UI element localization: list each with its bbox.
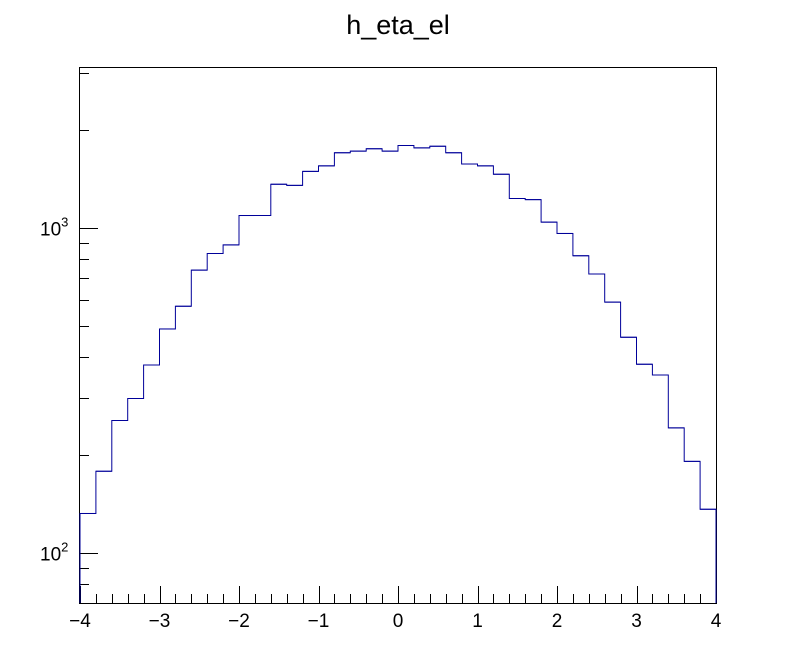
histogram-outline (79, 145, 717, 603)
x-tick-label: 2 (552, 611, 563, 632)
x-tick-label: −3 (149, 611, 171, 632)
y-tick-label: 103 (40, 215, 68, 241)
y-tick-label: 102 (40, 540, 68, 566)
x-axis-ticks (80, 586, 717, 603)
x-tick-label: 4 (711, 611, 722, 632)
histogram-series (79, 145, 717, 603)
chart-title: h_eta_el (346, 10, 450, 40)
x-tick-label: 3 (631, 611, 642, 632)
x-axis-tick-labels: −4 −3 −2 −1 0 1 2 3 4 (69, 611, 722, 632)
y-axis-tick-labels: 102 103 (40, 215, 68, 566)
plot-frame (79, 67, 717, 604)
x-tick-label: −4 (69, 611, 91, 632)
y-axis-ticks (80, 73, 98, 604)
x-tick-label: −2 (228, 611, 250, 632)
x-tick-label: 0 (393, 611, 404, 632)
x-tick-label: 1 (472, 611, 483, 632)
x-tick-label: −1 (308, 611, 330, 632)
